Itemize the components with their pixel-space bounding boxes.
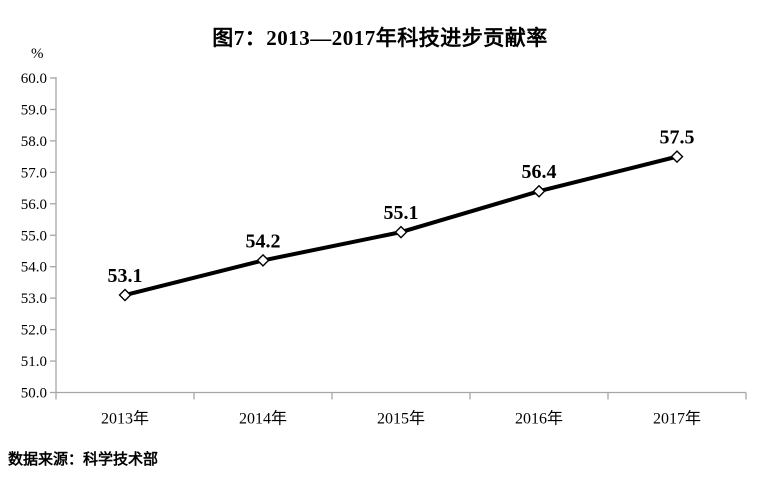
- x-tick-label: 2013年: [101, 410, 149, 428]
- data-point-label: 55.1: [384, 202, 419, 224]
- y-tick-label: 55.0: [21, 228, 47, 244]
- data-point-label: 56.4: [522, 161, 557, 183]
- y-tick-label: 58.0: [21, 134, 47, 150]
- y-tick-label: 50.0: [21, 386, 47, 402]
- y-tick-label: 51.0: [21, 354, 47, 370]
- y-tick-label: 53.0: [21, 291, 47, 307]
- x-tick-label: 2017年: [653, 410, 701, 428]
- data-point-marker: [670, 150, 684, 164]
- chart-title: 图7：2013—2017年科技进步贡献率: [212, 26, 548, 50]
- data-point-marker: [256, 253, 270, 267]
- data-point-marker: [118, 288, 132, 302]
- data-point-label: 53.1: [108, 265, 143, 287]
- data-point-label: 54.2: [246, 230, 281, 252]
- x-tick-label: 2015年: [377, 410, 425, 428]
- y-tick-label: 60.0: [21, 71, 47, 87]
- data-point-label: 57.5: [660, 127, 695, 149]
- y-tick-label: 59.0: [21, 102, 47, 118]
- x-tick-label: 2014年: [239, 410, 287, 428]
- data-point-marker: [394, 225, 408, 239]
- y-tick-label: 52.0: [21, 323, 47, 339]
- y-tick-label: 56.0: [21, 197, 47, 213]
- y-tick-label: 54.0: [21, 260, 47, 276]
- y-tick-label: 57.0: [21, 165, 47, 181]
- x-tick-label: 2016年: [515, 410, 563, 428]
- source-note: 数据来源：科学技术部: [8, 451, 159, 468]
- y-axis-unit-label: %: [31, 46, 44, 62]
- data-point-marker: [532, 184, 546, 198]
